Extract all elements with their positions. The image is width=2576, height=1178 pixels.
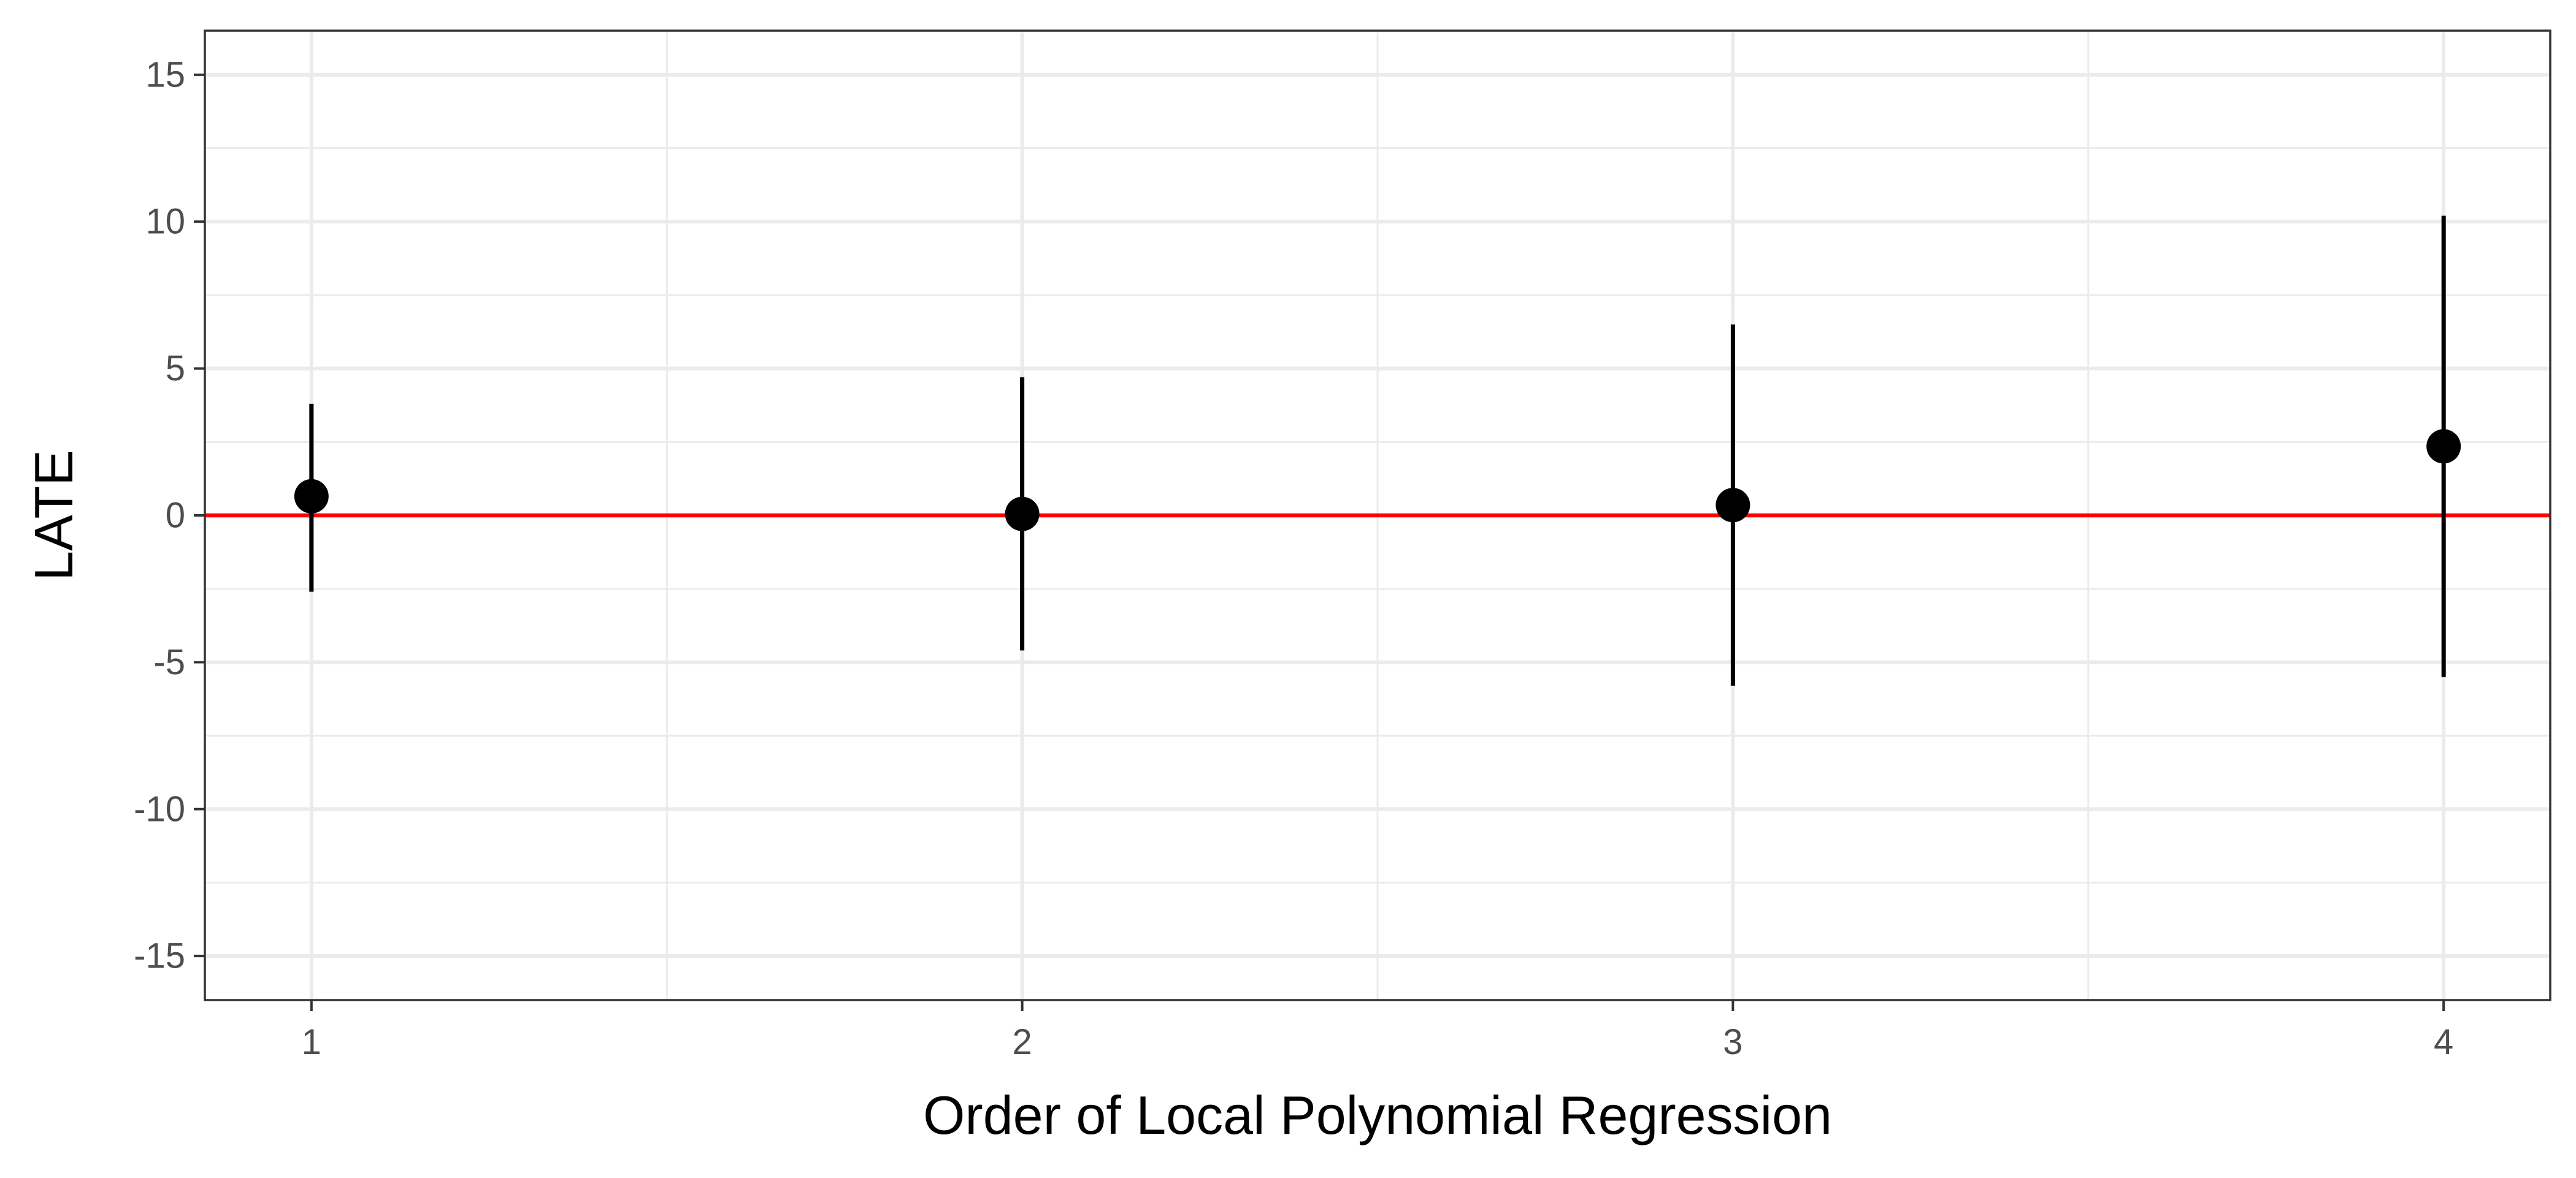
data-point: [1005, 496, 1040, 531]
data-point: [1715, 488, 1750, 523]
y-tick-label: 10: [145, 202, 185, 242]
x-tick-label: 2: [1012, 1022, 1032, 1062]
gridlines: [205, 31, 2550, 1000]
data-point: [2426, 429, 2461, 464]
y-tick-label: 5: [166, 348, 185, 388]
y-tick-label: 0: [166, 496, 185, 536]
x-tick-label: 1: [302, 1022, 321, 1062]
y-tick-label: 15: [145, 55, 185, 94]
x-tick-label: 4: [2434, 1022, 2453, 1062]
y-tick-label: -15: [134, 936, 185, 976]
x-tick-label: 3: [1723, 1022, 1742, 1062]
y-axis-title: LATE: [23, 450, 84, 581]
data-point: [294, 479, 329, 514]
axes: -15 -10 -5 0 5 10 15 1 2 3 4: [134, 55, 2453, 1062]
x-axis-title: Order of Local Polynomial Regression: [923, 1085, 1832, 1145]
y-tick-label: -10: [134, 789, 185, 829]
data-marks: [294, 215, 2461, 686]
y-tick-label: -5: [153, 642, 185, 682]
